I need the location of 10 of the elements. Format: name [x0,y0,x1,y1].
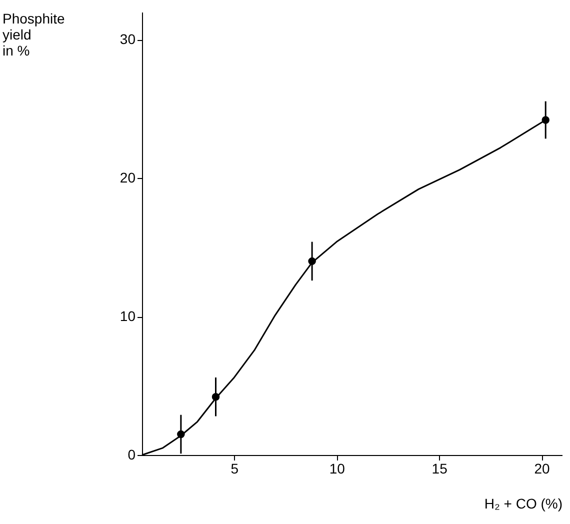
x-tick-label: 20 [534,460,550,476]
y-tick-label: 30 [120,31,136,48]
x-tick-label: 5 [230,460,239,476]
x-axis-title: H₂ + CO (%) [484,496,562,512]
y-tick-label: 0 [128,446,136,462]
x-tick-label: 15 [432,460,448,476]
x-tick-label: 10 [329,460,346,476]
y-tick-label: 10 [120,308,136,324]
y-axis-title: Phosphite yield in % [2,10,65,58]
y-tick-label: 20 [120,170,136,186]
